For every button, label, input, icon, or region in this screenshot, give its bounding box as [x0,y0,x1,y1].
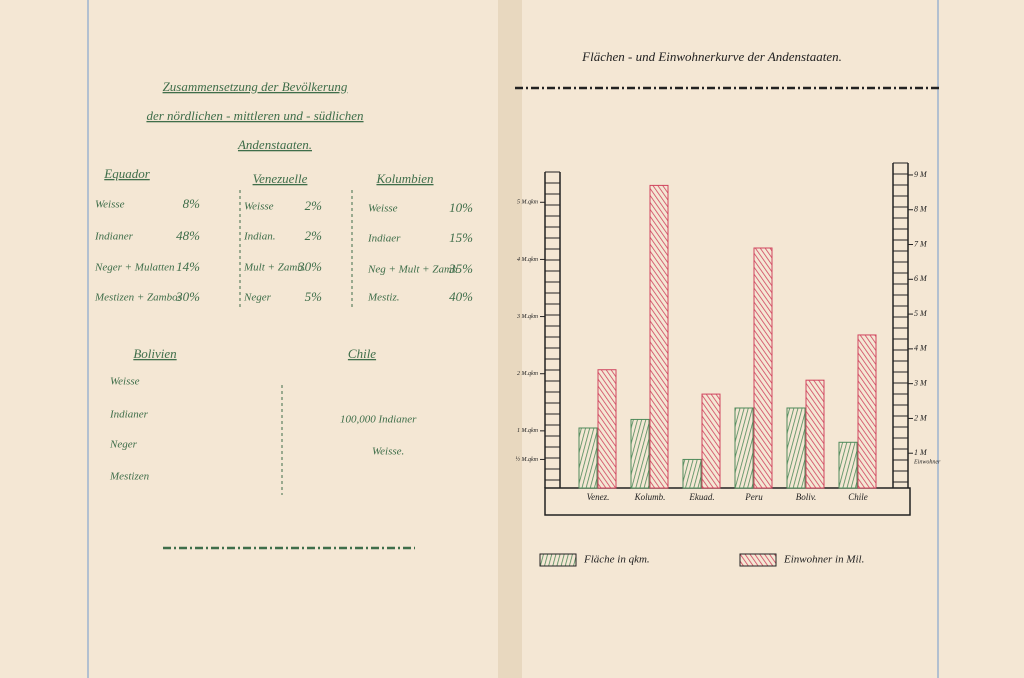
bar [701,393,721,489]
row-label: Indiaer [367,233,401,245]
y2-tick-label: 7 M [914,239,928,248]
row-value: 2% [305,228,323,243]
x-tick-label: Ekuad. [688,492,714,502]
heading: Zusammensetzung der Bevölkerung [163,79,348,94]
x-tick-label: Chile [848,492,868,502]
row-value: 5% [305,289,323,304]
heading: Andenstaaten. [237,137,312,152]
bar [734,407,754,489]
country-heading: Equador [103,166,150,181]
row-value: 10% [449,200,473,215]
row-label: Mestizen [109,471,150,483]
bar [597,369,617,489]
y2-tick-label: 2 M [914,413,928,422]
row-label: Weisse [244,201,274,213]
bar [857,334,877,489]
y2-tick-label: 9 M [914,170,928,179]
row-value: 40% [449,289,473,304]
row-label: Neg + Mult + Zamb [367,264,458,276]
heading: der nördlichen - mittleren und - südlich… [146,108,363,123]
row-label: Weisse [110,376,140,388]
y2-tick-label: 6 M [914,274,928,283]
row-label: Weisse [368,203,398,215]
bar [578,427,598,489]
row-label: Weisse. [372,446,404,458]
row-label: Indian. [243,231,275,243]
country-heading: Bolivien [133,346,176,361]
spine [498,0,522,678]
row-label: Indianer [109,409,149,421]
row-value: 30% [297,259,322,274]
bar [682,458,702,489]
row-label: Weisse [95,199,125,211]
y2-tick-label: 5 M [914,309,928,318]
x-tick-label: Kolumb. [634,492,666,502]
row-value: 48% [176,228,200,243]
row-label: Mult + Zamb. [243,262,306,274]
row-value: 2% [305,198,323,213]
y-tick-label: 1 M.qkm [517,428,539,434]
category-box [544,487,911,516]
legend-label: Einwohner in Mil. [783,554,864,566]
row-label: Neger [109,439,138,451]
row-value: 35% [448,261,473,276]
y2-tick-label: 8 M [914,205,928,214]
y2-tick-label: 1 M [914,448,928,457]
x-tick-label: Peru [744,492,763,502]
y-tick-label: 5 M.qkm [517,200,539,206]
row-label: Mestizen + Zambos [94,292,182,304]
row-value: 30% [175,289,200,304]
row-label: 100,000 Indianer [340,414,417,426]
row-label: Indianer [94,231,134,243]
bar [753,247,773,489]
y-tick-label: ½ M.qkm [516,456,539,463]
legend-swatch [739,553,777,567]
row-label: Mestiz. [367,292,399,304]
country-heading: Kolumbien [375,171,433,186]
bar [649,184,669,489]
y-tick-label: 3 M.qkm [516,314,539,320]
x-tick-label: Boliv. [796,492,817,502]
y-tick-label: 2 M.qkm [517,371,539,377]
y2-tick-label: 3 M [913,378,928,387]
legend-swatch [539,553,577,567]
row-value: 15% [449,230,473,245]
country-heading: Venezuelle [253,171,308,186]
y-tick-label: 4 M.qkm [517,256,539,263]
chart-title: Flächen - und Einwohnerkurve der Andenst… [581,49,842,64]
bar [630,418,650,489]
y2-axis-label: Einwohner [913,459,941,465]
legend-label: Fläche in qkm. [583,554,650,566]
row-label: Neger + Mulatten [94,262,175,274]
row-label: Neger [243,292,272,304]
bar [786,407,806,489]
x-tick-label: Venez. [587,492,610,502]
country-heading: Chile [348,346,376,361]
bar [838,441,858,489]
row-value: 8% [183,196,201,211]
bar [805,379,825,489]
row-value: 14% [176,259,200,274]
y2-tick-label: 4 M [914,344,928,353]
